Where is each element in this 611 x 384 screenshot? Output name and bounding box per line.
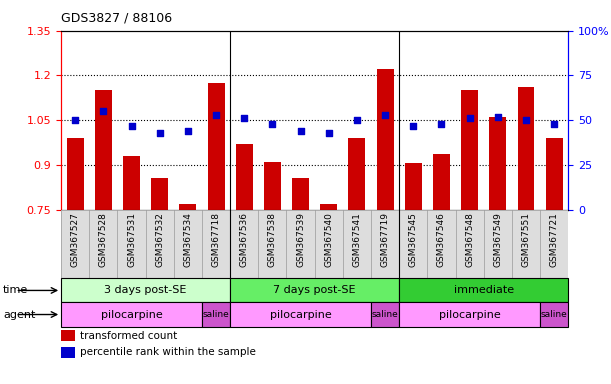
Point bbox=[408, 122, 418, 129]
Bar bbox=[180, 204, 196, 210]
Text: saline: saline bbox=[203, 310, 230, 319]
Text: 7 days post-SE: 7 days post-SE bbox=[273, 285, 356, 295]
Point bbox=[155, 130, 164, 136]
Text: GSM367538: GSM367538 bbox=[268, 212, 277, 266]
Text: immediate: immediate bbox=[453, 285, 514, 295]
Point bbox=[324, 130, 334, 136]
Bar bbox=[61, 303, 202, 326]
Point bbox=[549, 121, 559, 127]
Bar bbox=[433, 154, 450, 210]
Text: time: time bbox=[3, 285, 28, 295]
Text: GSM367551: GSM367551 bbox=[521, 212, 530, 266]
Point bbox=[70, 117, 80, 123]
Text: GSM367536: GSM367536 bbox=[240, 212, 249, 266]
Text: GSM367539: GSM367539 bbox=[296, 212, 305, 266]
Text: saline: saline bbox=[371, 310, 398, 319]
Text: transformed count: transformed count bbox=[81, 331, 178, 341]
Bar bbox=[320, 204, 337, 210]
Bar bbox=[152, 178, 168, 210]
Text: GSM367534: GSM367534 bbox=[183, 212, 192, 266]
Point bbox=[465, 115, 475, 121]
Bar bbox=[371, 303, 399, 326]
Bar bbox=[61, 330, 75, 341]
Bar bbox=[123, 156, 140, 210]
Text: GSM367540: GSM367540 bbox=[324, 212, 333, 266]
Text: GSM367719: GSM367719 bbox=[381, 212, 390, 266]
Text: GSM367527: GSM367527 bbox=[71, 212, 79, 266]
Bar bbox=[518, 88, 535, 210]
Text: GSM367548: GSM367548 bbox=[465, 212, 474, 266]
Point bbox=[380, 112, 390, 118]
Bar bbox=[399, 278, 568, 303]
Bar bbox=[61, 346, 75, 358]
Point bbox=[98, 108, 108, 114]
Point bbox=[183, 128, 193, 134]
Text: pilocarpine: pilocarpine bbox=[269, 310, 331, 319]
Text: GSM367549: GSM367549 bbox=[493, 212, 502, 266]
Bar bbox=[95, 90, 112, 210]
Text: GSM367721: GSM367721 bbox=[550, 212, 558, 266]
Text: GSM367545: GSM367545 bbox=[409, 212, 418, 266]
Text: 3 days post-SE: 3 days post-SE bbox=[104, 285, 187, 295]
Text: GSM367532: GSM367532 bbox=[155, 212, 164, 266]
Bar bbox=[540, 303, 568, 326]
Point bbox=[268, 121, 277, 127]
Bar bbox=[230, 303, 371, 326]
Bar bbox=[405, 163, 422, 210]
Bar bbox=[292, 178, 309, 210]
Text: pilocarpine: pilocarpine bbox=[439, 310, 500, 319]
Bar bbox=[61, 278, 230, 303]
Bar bbox=[208, 83, 224, 210]
Text: pilocarpine: pilocarpine bbox=[101, 310, 163, 319]
Text: GSM367718: GSM367718 bbox=[211, 212, 221, 266]
Text: GSM367541: GSM367541 bbox=[353, 212, 362, 266]
Point bbox=[296, 128, 306, 134]
Point bbox=[352, 117, 362, 123]
Text: GSM367531: GSM367531 bbox=[127, 212, 136, 266]
Text: GSM367546: GSM367546 bbox=[437, 212, 446, 266]
Bar bbox=[489, 117, 507, 210]
Bar bbox=[202, 303, 230, 326]
Bar bbox=[67, 138, 84, 210]
Bar bbox=[461, 90, 478, 210]
Bar bbox=[399, 303, 540, 326]
Point bbox=[493, 114, 503, 120]
Text: percentile rank within the sample: percentile rank within the sample bbox=[81, 347, 256, 357]
Bar bbox=[230, 278, 399, 303]
Point bbox=[436, 121, 446, 127]
Text: GDS3827 / 88106: GDS3827 / 88106 bbox=[61, 12, 172, 25]
Text: agent: agent bbox=[3, 310, 35, 319]
Bar bbox=[546, 138, 563, 210]
Point bbox=[521, 117, 531, 123]
Point bbox=[211, 112, 221, 118]
Bar bbox=[236, 144, 253, 210]
Bar bbox=[376, 70, 393, 210]
Bar bbox=[348, 138, 365, 210]
Bar bbox=[264, 162, 281, 210]
Text: GSM367528: GSM367528 bbox=[99, 212, 108, 266]
Point bbox=[240, 115, 249, 121]
Text: saline: saline bbox=[541, 310, 568, 319]
Point bbox=[126, 122, 136, 129]
